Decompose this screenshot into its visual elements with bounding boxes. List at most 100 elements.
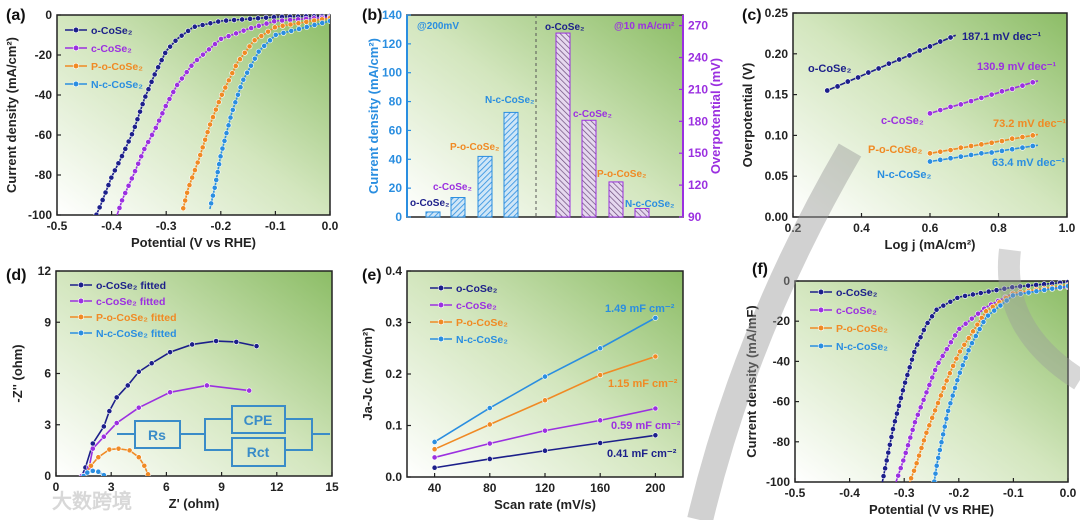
x-tick-label: 0.0 [1060,486,1077,500]
x-tick-label: 0.2 [785,221,802,235]
data-point [251,37,258,44]
data-point [255,48,262,55]
data-point [106,408,113,414]
data-point [957,153,964,160]
data-point [179,75,185,82]
data-point [134,116,141,123]
right-tick-label: 210 [688,82,708,96]
data-point [888,434,895,440]
legend-marker [72,80,80,88]
data-point [486,440,493,447]
data-point [311,22,318,28]
data-point [199,144,206,151]
data-point [229,107,236,113]
data-point [191,23,198,30]
data-point [261,43,268,49]
data-point [166,96,173,102]
cpe-label: CPE [244,412,273,428]
data-point [188,62,195,69]
data-point [957,348,963,355]
data-point [902,450,909,456]
data-point [902,379,908,386]
data-point [96,204,103,211]
data-point [100,472,107,476]
data-point [920,396,927,403]
data-point [597,345,604,352]
data-point [1017,283,1024,290]
data-point [108,174,115,181]
data-point [152,125,159,131]
data-point [221,137,228,144]
tafel-slope-label: 187.1 mV dec⁻¹ [962,31,1042,43]
data-point [932,470,939,477]
data-point [918,445,925,451]
data-point [968,143,975,150]
data-point [119,197,125,204]
rs-label: Rs [148,427,166,443]
data-point [929,313,935,320]
tafel-slope-label: 73.2 mV dec⁻¹ [993,118,1066,130]
data-point [904,372,911,378]
data-point [947,103,954,110]
resistor-rs [134,420,181,449]
data-point [1009,292,1016,299]
data-point [993,287,1000,294]
series-label: o-CoSe₂ [808,63,852,75]
data-point [215,99,222,106]
data-point [962,293,968,299]
legend-label: N-c-CoSe₂ [836,341,888,353]
legend-label: c-CoSe₂ [836,305,877,317]
data-point [897,465,904,472]
legend-marker [72,44,80,52]
x-tick-label: 6 [163,480,170,494]
data-point [115,160,122,167]
data-point [95,454,102,461]
data-point [271,24,278,31]
data-point [200,51,206,58]
panel-a: (a) -0.5 -0.4 -0.3 -0.2 -0.1 0.0 -100 -80 -60 -40 -… [4,7,339,250]
data-point [227,114,234,121]
y-tick-label: 0 [783,274,790,288]
right-tick-label: 90 [688,210,702,224]
data-point [542,427,548,434]
x-tick-label: 0 [53,480,60,494]
data-point [223,130,230,136]
data-point [263,14,269,21]
data-point [855,74,862,81]
data-point [894,410,900,417]
bar-overpotential [608,181,624,218]
data-point [1001,285,1008,292]
legend-marker [437,318,445,326]
data-point [935,359,942,366]
data-point [486,421,493,428]
data-point [974,321,981,328]
data-point [597,417,604,424]
data-point [962,354,969,361]
data-point [210,192,216,199]
x-tick-label: 0.8 [990,221,1007,235]
data-point [214,169,221,175]
legend-marker [817,306,825,314]
data-point [937,107,944,114]
panel-label: (c) [742,7,762,24]
resistor-rct [231,437,286,467]
data-point [431,439,438,445]
data-point [233,30,239,37]
data-point [128,175,135,182]
data-point [961,341,968,348]
data-point [956,325,963,332]
data-point [211,184,218,191]
x-axis-label: Z' (ohm) [169,496,220,511]
data-point [218,36,224,42]
data-point [926,43,933,50]
x-axis-label: Potential (V vs RHE) [869,502,994,517]
x-tick-label: 0.0 [322,219,339,233]
data-point [1009,85,1016,92]
data-point [271,18,278,25]
data-point [247,15,253,22]
legend-label: N-c-CoSe₂ fitted [96,328,177,340]
data-point [1041,287,1048,293]
legend-marker [817,342,825,350]
data-point [970,328,976,335]
y-tick-label: 0.4 [385,264,402,278]
